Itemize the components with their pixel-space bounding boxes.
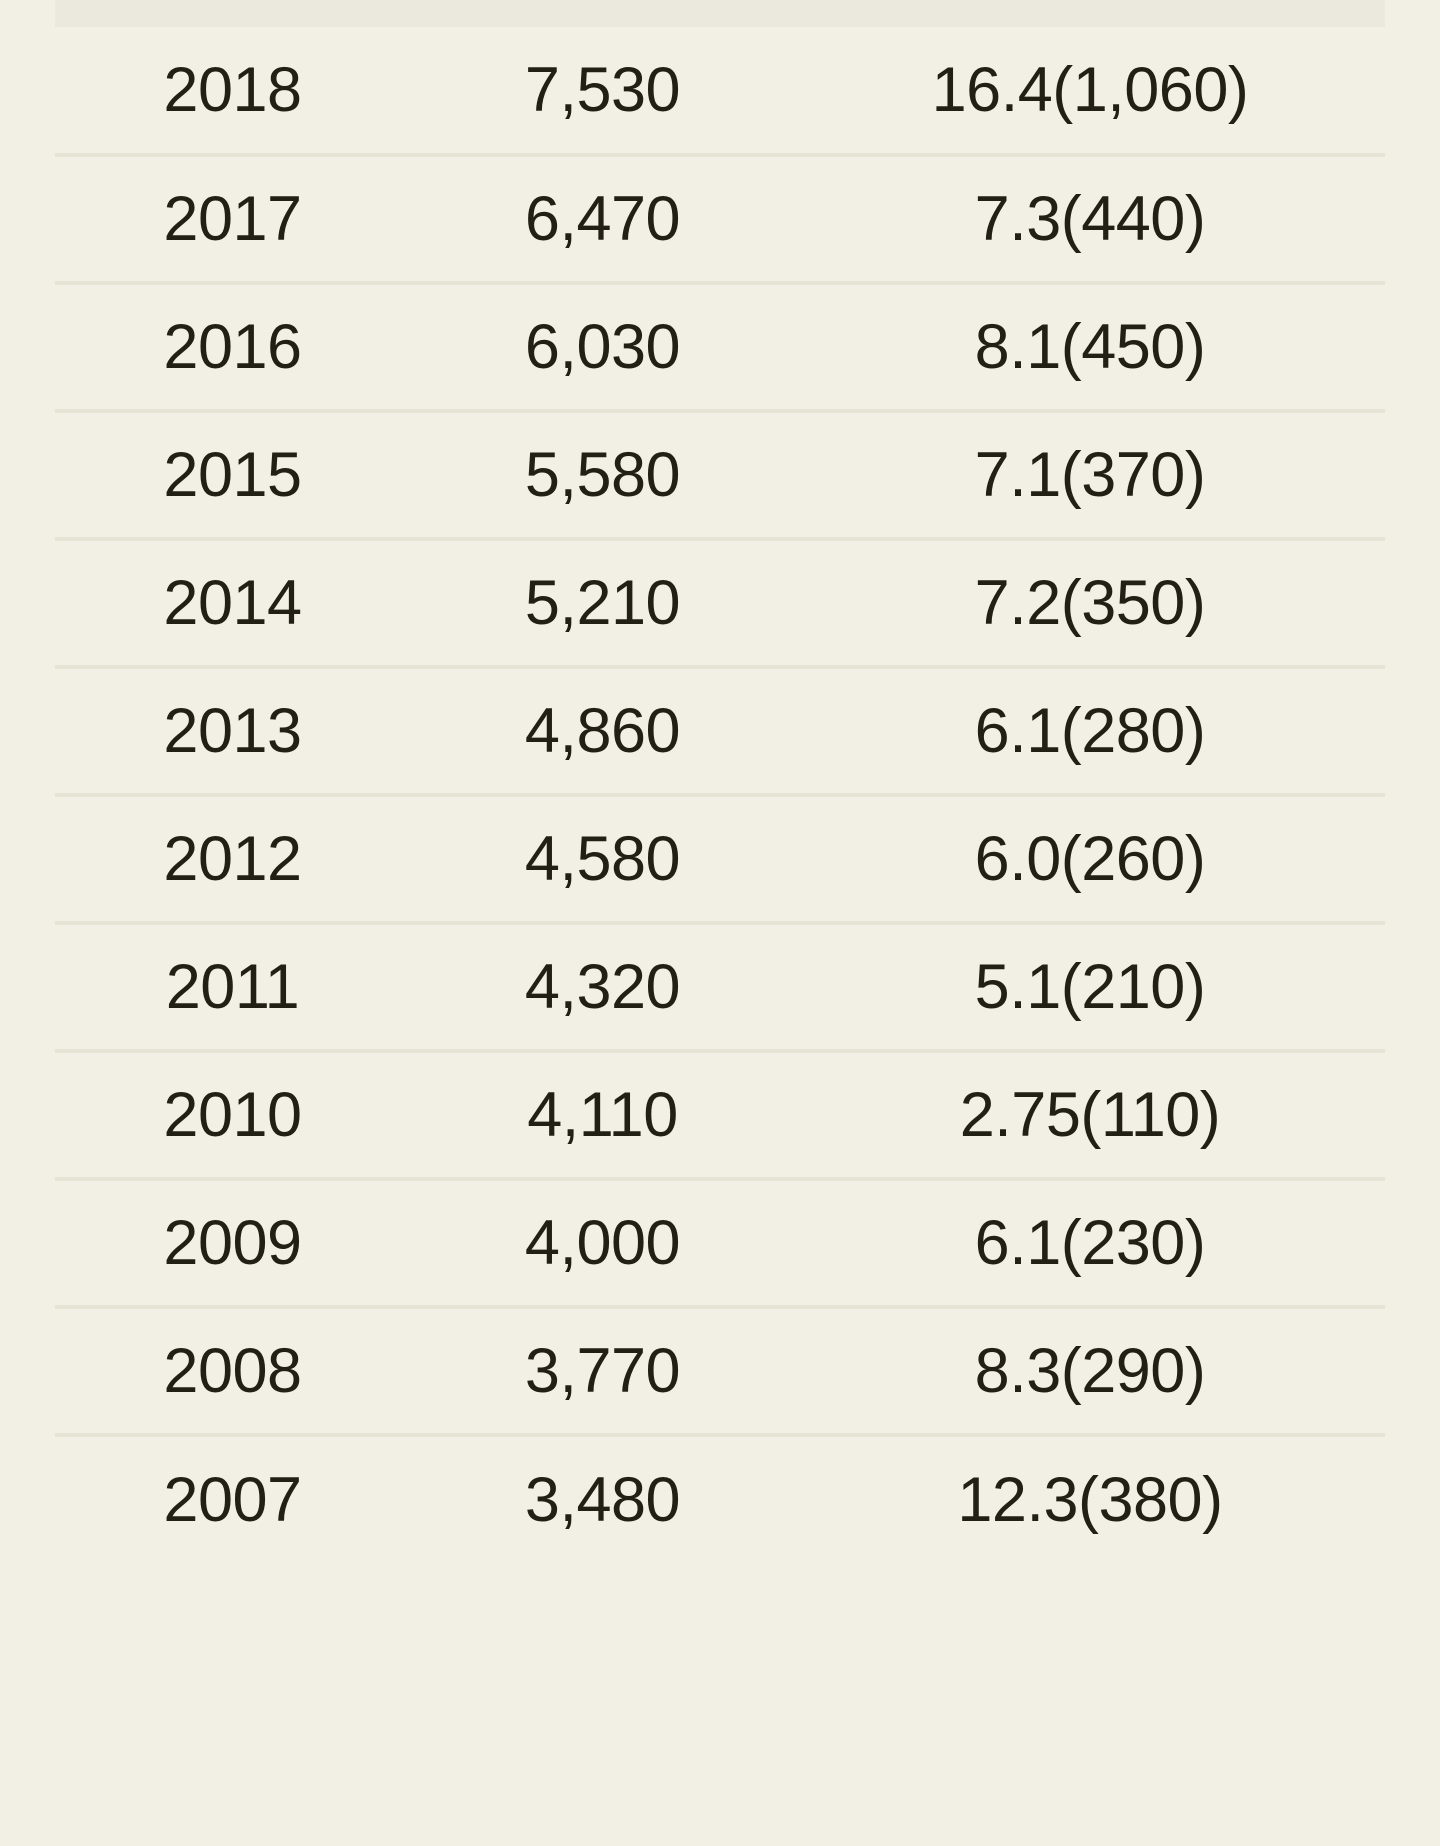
table-row: 2010 4,110 2.75(110) (55, 1049, 1385, 1179)
table-row: 2014 5,210 7.2(350) (55, 537, 1385, 667)
cell-cases: 7,530 (524, 54, 681, 125)
cell-deaths: 16.4(1,060) (931, 54, 1249, 125)
table-row: 2018 7,530 16.4(1,060) (55, 27, 1385, 155)
statistics-table: 2018 7,530 16.4(1,060) 2017 6,470 7.3(440) 201… (55, 27, 1385, 1563)
cell-cases: 4,580 (410, 793, 795, 923)
cell-deaths: 5.1(210) (795, 921, 1385, 1051)
table-row: 2016 6,030 8.1(450) (55, 281, 1385, 411)
cell-deaths: 7.1(370) (795, 409, 1385, 539)
cell-cases: 6,030 (410, 281, 795, 411)
cell-cases: 6,470 (410, 153, 795, 283)
cell-cases: 5,580 (410, 409, 795, 539)
table-row: 2011 4,320 5.1(210) (55, 921, 1385, 1051)
cell-cases: 3,770 (410, 1305, 795, 1435)
cell-deaths: 12.3(380) (795, 1433, 1385, 1563)
cell-year: 2017 (55, 153, 410, 283)
table-row: 2012 4,580 6.0(260) (55, 793, 1385, 923)
cell-year: 2009 (55, 1177, 410, 1307)
cell-cases: 3,480 (410, 1433, 795, 1563)
table-row: 2009 4,000 6.1(230) (55, 1177, 1385, 1307)
cell-year: 2008 (55, 1305, 410, 1435)
cell-deaths: 7.3(440) (795, 153, 1385, 283)
table-row: 2007 3,480 12.3(380) (55, 1433, 1385, 1563)
cell-cases: 5,210 (410, 537, 795, 667)
cell-deaths: 6.1(230) (795, 1177, 1385, 1307)
cell-year: 2011 (55, 921, 410, 1051)
cell-deaths: 8.1(450) (795, 281, 1385, 411)
cell-year: 2012 (55, 793, 410, 923)
table-row: 2015 5,580 7.1(370) (55, 409, 1385, 539)
table-row: 2013 4,860 6.1(280) (55, 665, 1385, 795)
cell-year: 2015 (55, 409, 410, 539)
cell-cases: 4,320 (410, 921, 795, 1051)
cell-deaths: 8.3(290) (795, 1305, 1385, 1435)
cell-year: 2014 (55, 537, 410, 667)
clipped-previous-row (55, 0, 1385, 27)
cell-deaths: 2.75(110) (795, 1049, 1385, 1179)
table-row: 2008 3,770 8.3(290) (55, 1305, 1385, 1435)
cell-year: 2013 (55, 665, 410, 795)
cell-deaths: 7.2(350) (795, 537, 1385, 667)
cell-deaths: 6.0(260) (795, 793, 1385, 923)
cell-cases: 4,110 (410, 1049, 795, 1179)
table-body: 2018 7,530 16.4(1,060) 2017 6,470 7.3(440) 201… (55, 27, 1385, 1563)
cell-year: 2007 (55, 1433, 410, 1563)
cell-year: 2018 (163, 54, 302, 125)
cell-year: 2010 (55, 1049, 410, 1179)
cell-deaths: 6.1(280) (795, 665, 1385, 795)
table-row: 2017 6,470 7.3(440) (55, 153, 1385, 283)
cell-cases: 4,860 (410, 665, 795, 795)
cell-year: 2016 (55, 281, 410, 411)
cell-cases: 4,000 (410, 1177, 795, 1307)
